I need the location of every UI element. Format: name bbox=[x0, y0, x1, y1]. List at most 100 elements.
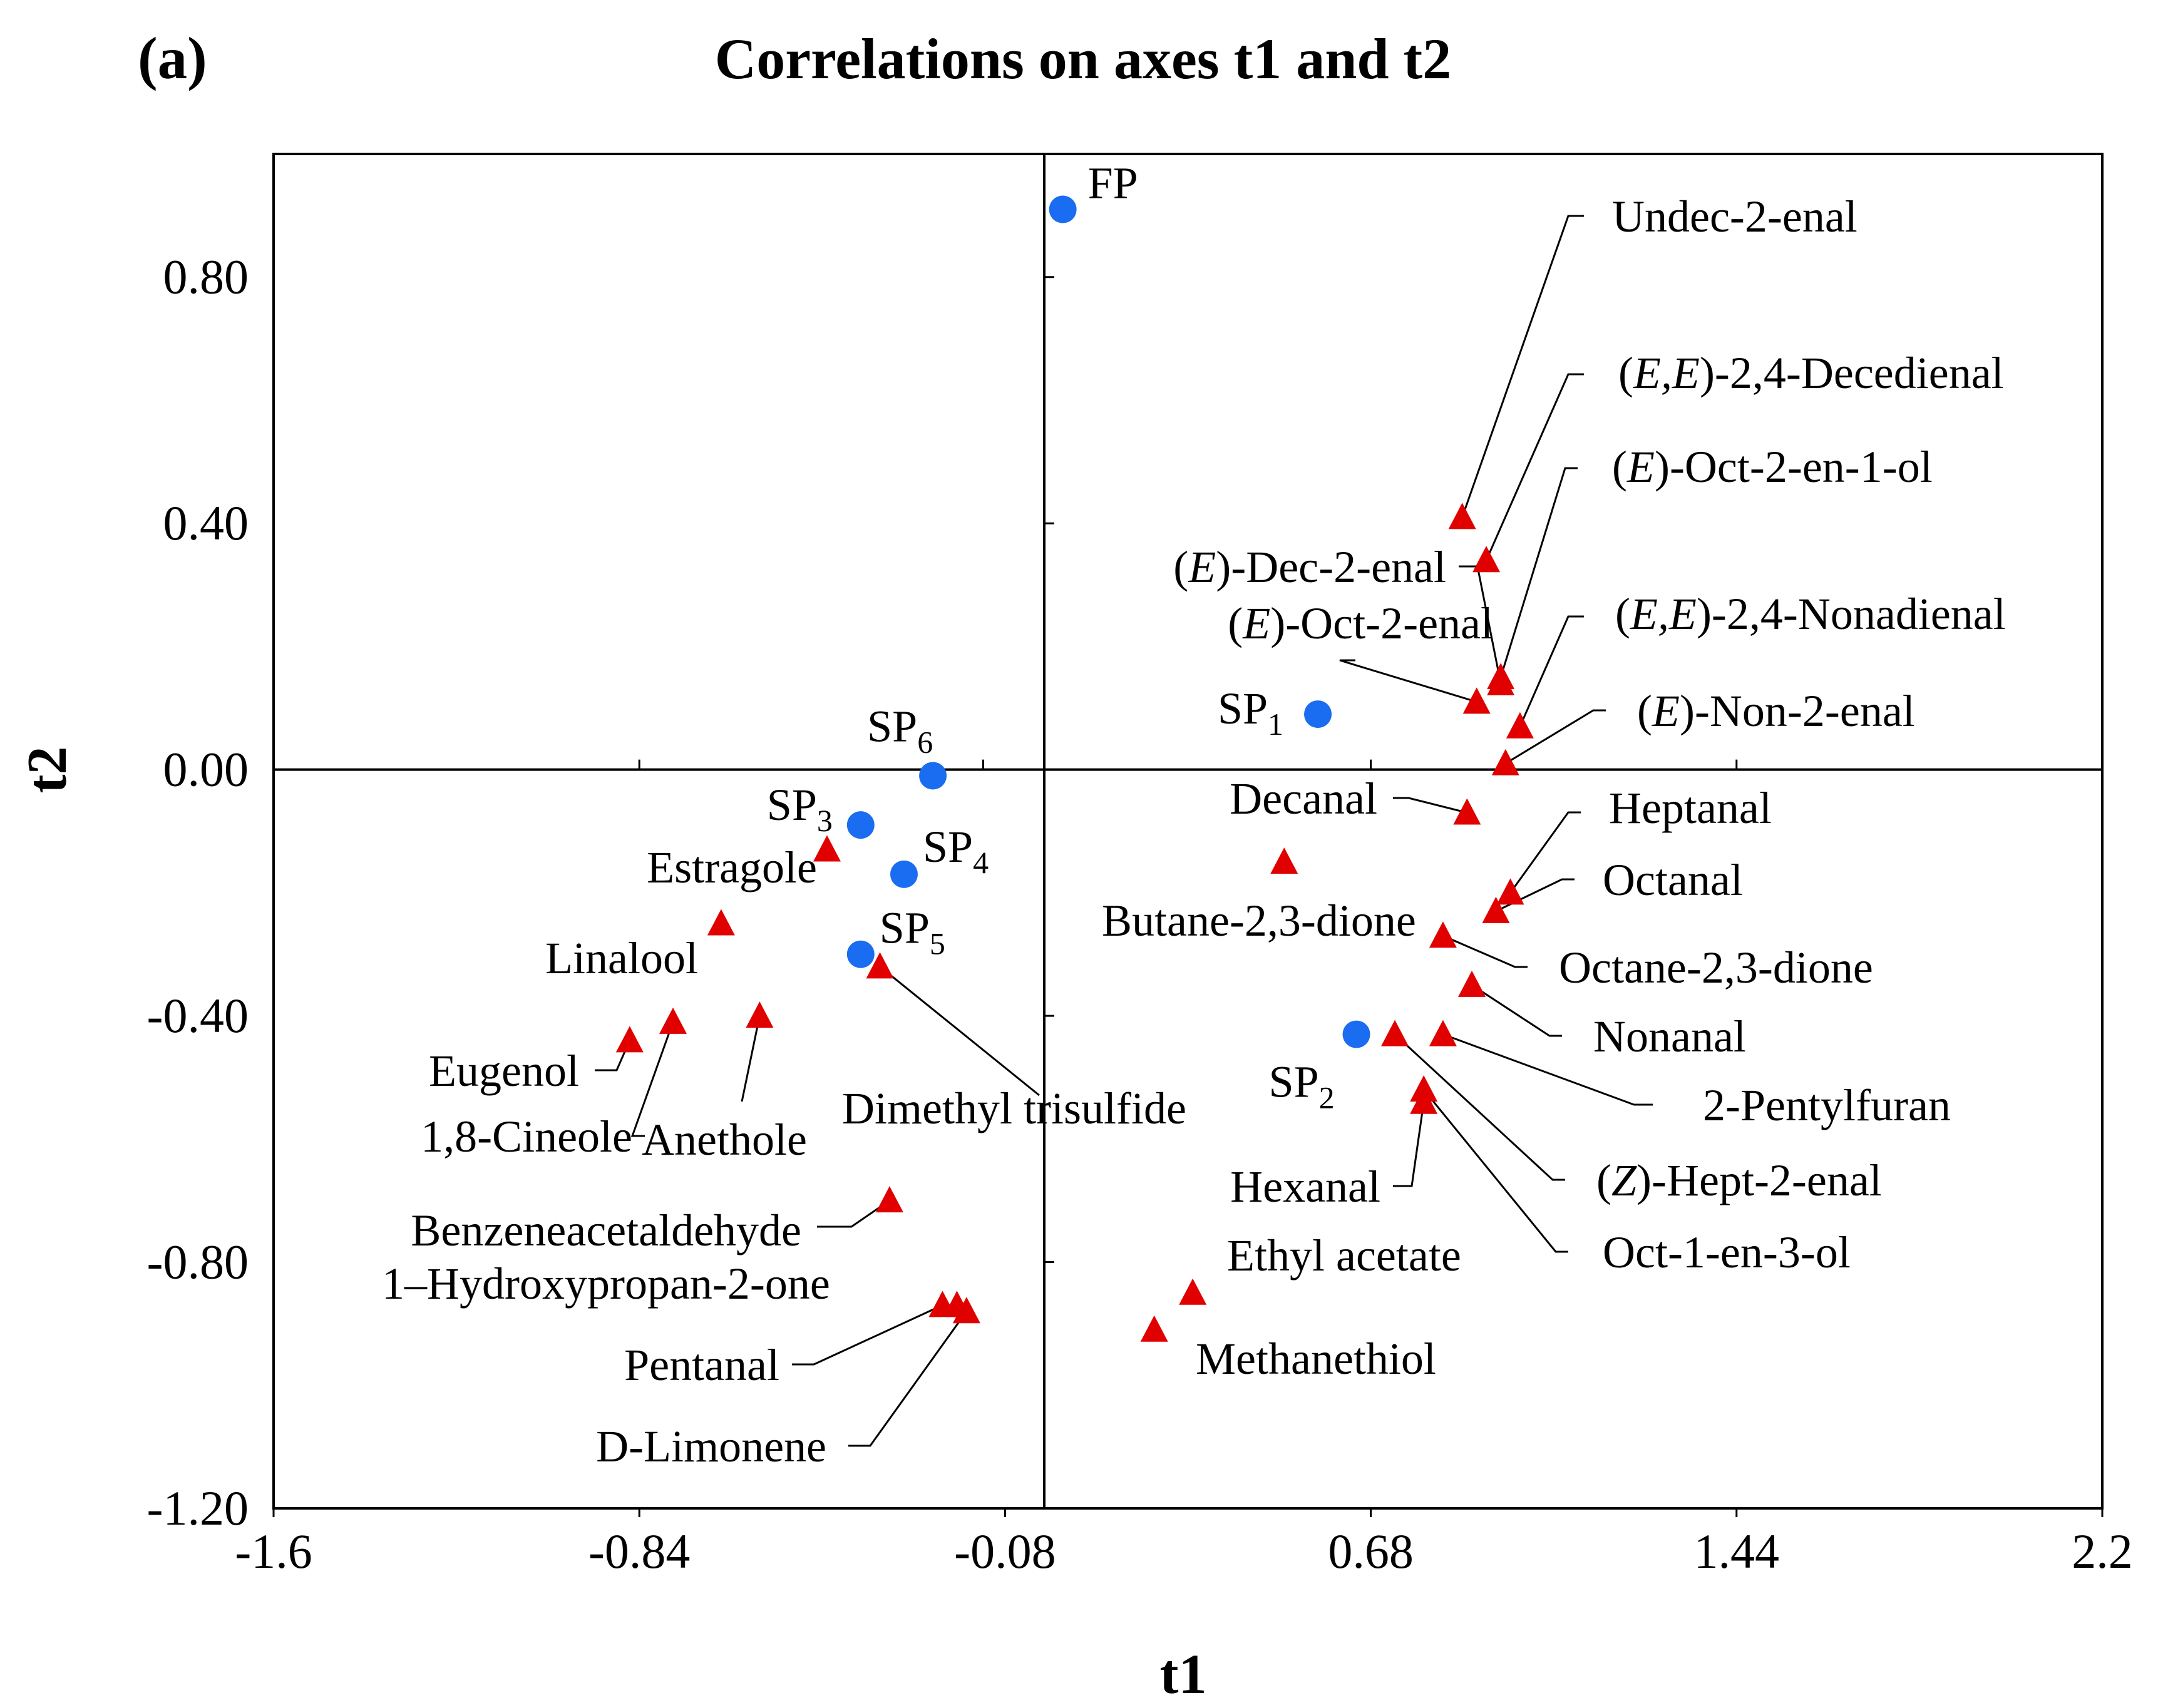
sample-point bbox=[846, 940, 875, 968]
point-label: Nonanal bbox=[1593, 1011, 1746, 1061]
sample-point bbox=[919, 762, 947, 790]
x-axis-title: t1 bbox=[1160, 1644, 1207, 1705]
sample-point bbox=[1049, 195, 1077, 223]
sample-point bbox=[846, 811, 875, 839]
point-label: Octanal bbox=[1603, 855, 1743, 905]
chart-title: Correlations on axes t1 and t2 bbox=[715, 27, 1451, 91]
compound-point bbox=[1429, 1020, 1457, 1046]
compound-point bbox=[615, 1026, 644, 1053]
plot-frame bbox=[272, 153, 2104, 1510]
point-label: (Z)-Hept-2-enal bbox=[1596, 1155, 1882, 1205]
point-label: (E)-Dec-2-enal bbox=[1173, 542, 1446, 592]
compound-point bbox=[866, 952, 894, 979]
x-tick-label: -0.84 bbox=[588, 1524, 690, 1578]
y-tick-label: 0.40 bbox=[163, 496, 249, 550]
compound-point bbox=[1410, 1087, 1438, 1114]
compound-point bbox=[952, 1297, 980, 1324]
x-tick-label: -1.6 bbox=[235, 1524, 312, 1578]
panel-label: (a) bbox=[138, 25, 207, 91]
sample-point bbox=[1304, 700, 1332, 729]
point-label: Oct-1-en-3-ol bbox=[1603, 1227, 1851, 1277]
point-label: SP6 bbox=[867, 701, 933, 759]
compound-point bbox=[1462, 687, 1491, 714]
y-tick-label: -0.80 bbox=[147, 1235, 249, 1289]
compound-point bbox=[1491, 749, 1519, 775]
point-label: Hexanal bbox=[1230, 1162, 1380, 1212]
point-label: 1,8-Cineole bbox=[421, 1112, 632, 1162]
leader-line bbox=[1461, 215, 1584, 518]
compound-point bbox=[1472, 546, 1501, 573]
leader-line bbox=[1499, 467, 1578, 678]
y-axis-title: t2 bbox=[16, 747, 78, 794]
point-label: Anethole bbox=[642, 1115, 807, 1165]
point-label: Methanethiol bbox=[1196, 1334, 1436, 1384]
compound-point bbox=[1487, 668, 1515, 695]
compound-point bbox=[1140, 1315, 1168, 1342]
leader-line bbox=[1519, 615, 1584, 727]
point-label: Pentanal bbox=[624, 1340, 779, 1390]
point-label: Undec-2-enal bbox=[1612, 192, 1857, 242]
compound-point bbox=[707, 909, 735, 936]
compound-point bbox=[1179, 1278, 1207, 1305]
y-tick-label: -1.20 bbox=[147, 1481, 249, 1535]
compound-point bbox=[1448, 503, 1476, 529]
leader-line bbox=[1339, 659, 1477, 703]
point-label: Butane-2,3-dione bbox=[1102, 896, 1416, 946]
compound-point bbox=[928, 1291, 957, 1317]
point-label: Estragole bbox=[647, 842, 817, 892]
y-tick-label: 0.00 bbox=[163, 742, 249, 797]
x-tick-label: 2.2 bbox=[2072, 1524, 2133, 1578]
point-label: Dimethyl trisulfide bbox=[842, 1083, 1186, 1133]
x-tick-label: 1.44 bbox=[1694, 1524, 1780, 1578]
point-label: SP4 bbox=[923, 822, 989, 880]
leader-line bbox=[1509, 811, 1581, 894]
compound-point bbox=[1429, 921, 1457, 948]
point-label: (E)-Oct-2-en-1-ol bbox=[1612, 442, 1933, 492]
point-label: Ethyl acetate bbox=[1227, 1230, 1461, 1281]
point-label: 2-Pentylfuran bbox=[1703, 1080, 1951, 1130]
compound-point bbox=[1496, 878, 1524, 905]
point-label: SP3 bbox=[767, 780, 833, 838]
compound-point bbox=[1482, 896, 1510, 923]
compound-point bbox=[875, 1186, 903, 1213]
compound-point bbox=[1270, 847, 1298, 874]
leader-line bbox=[1471, 984, 1562, 1037]
point-label: SP5 bbox=[880, 903, 945, 961]
point-label: SP1 bbox=[1218, 683, 1283, 742]
point-label: FP bbox=[1088, 158, 1138, 208]
point-label: (E)-Oct-2-enal bbox=[1228, 598, 1493, 648]
point-label: 1–Hydroxypropan-2-one bbox=[382, 1259, 830, 1309]
point-label: Linalool bbox=[545, 933, 698, 983]
compound-point bbox=[1453, 798, 1481, 825]
leader-line bbox=[1394, 1033, 1565, 1181]
leader-line bbox=[817, 1199, 890, 1228]
leader-line bbox=[1505, 709, 1606, 765]
y-tick-label: 0.80 bbox=[163, 250, 249, 304]
point-label: (E,E)-2,4-Nonadienal bbox=[1615, 589, 2006, 639]
leader-line bbox=[792, 1304, 943, 1366]
leader-line bbox=[1442, 1033, 1653, 1106]
leader-line bbox=[1393, 797, 1467, 814]
x-tick-label: -0.08 bbox=[954, 1524, 1056, 1578]
leader-line bbox=[1485, 373, 1584, 561]
leader-line bbox=[1393, 1102, 1425, 1187]
sample-point bbox=[890, 860, 918, 888]
point-label: (E,E)-2,4-Decedienal bbox=[1618, 348, 2004, 398]
leader-line bbox=[630, 1021, 674, 1137]
leader-line bbox=[1442, 934, 1528, 968]
leader-line bbox=[1422, 1089, 1568, 1253]
point-label: Benzeneacetaldehyde bbox=[411, 1205, 801, 1255]
sample-point bbox=[1342, 1020, 1370, 1048]
compound-point bbox=[1458, 970, 1486, 997]
point-label: Eugenol bbox=[429, 1046, 579, 1096]
compound-point bbox=[813, 835, 841, 862]
leader-line bbox=[879, 966, 1040, 1097]
point-label: SP2 bbox=[1269, 1057, 1335, 1115]
point-label: Octane-2,3-dione bbox=[1559, 943, 1873, 993]
leader-line bbox=[741, 1015, 761, 1102]
x-tick-label: 0.68 bbox=[1328, 1524, 1414, 1578]
compound-point bbox=[659, 1007, 687, 1034]
point-label: D-Limonene bbox=[596, 1421, 826, 1471]
y-tick-label: -0.40 bbox=[147, 988, 249, 1043]
